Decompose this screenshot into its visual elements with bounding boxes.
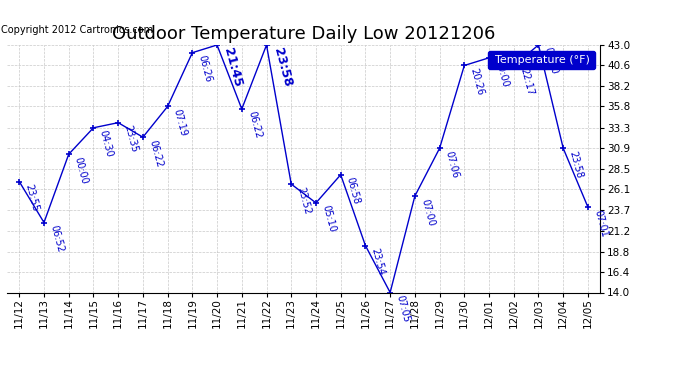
Legend: Temperature (°F): Temperature (°F) (488, 51, 595, 69)
Text: 21:45: 21:45 (221, 46, 244, 88)
Text: 04:30: 04:30 (97, 129, 115, 159)
Text: 07:19: 07:19 (172, 108, 188, 137)
Text: 23:54: 23:54 (370, 247, 386, 277)
Text: 23:55: 23:55 (23, 183, 41, 213)
Text: 06:22: 06:22 (246, 110, 263, 140)
Text: 22:17: 22:17 (518, 67, 535, 97)
Text: Copyright 2012 Cartronics.com: Copyright 2012 Cartronics.com (1, 25, 153, 35)
Text: 23:52: 23:52 (295, 186, 313, 215)
Text: 07:00: 07:00 (419, 198, 436, 227)
Text: 23:35: 23:35 (122, 124, 139, 154)
Text: 06:52: 06:52 (48, 224, 65, 254)
Text: 23:58: 23:58 (270, 46, 293, 88)
Text: 06:22: 06:22 (147, 138, 164, 168)
Text: 07:01: 07:01 (592, 209, 609, 238)
Text: 06:26: 06:26 (197, 54, 213, 84)
Text: 06:58: 06:58 (345, 176, 362, 206)
Text: 20:26: 20:26 (469, 67, 485, 96)
Title: Outdoor Temperature Daily Low 20121206: Outdoor Temperature Daily Low 20121206 (112, 26, 495, 44)
Text: 00:00: 00:00 (493, 59, 510, 88)
Text: 07:05: 07:05 (394, 294, 411, 324)
Text: 05:10: 05:10 (320, 204, 337, 234)
Text: 23:58: 23:58 (567, 150, 584, 179)
Text: 07:06: 07:06 (444, 150, 461, 179)
Text: 00:00: 00:00 (542, 46, 560, 76)
Text: 00:00: 00:00 (73, 156, 90, 185)
